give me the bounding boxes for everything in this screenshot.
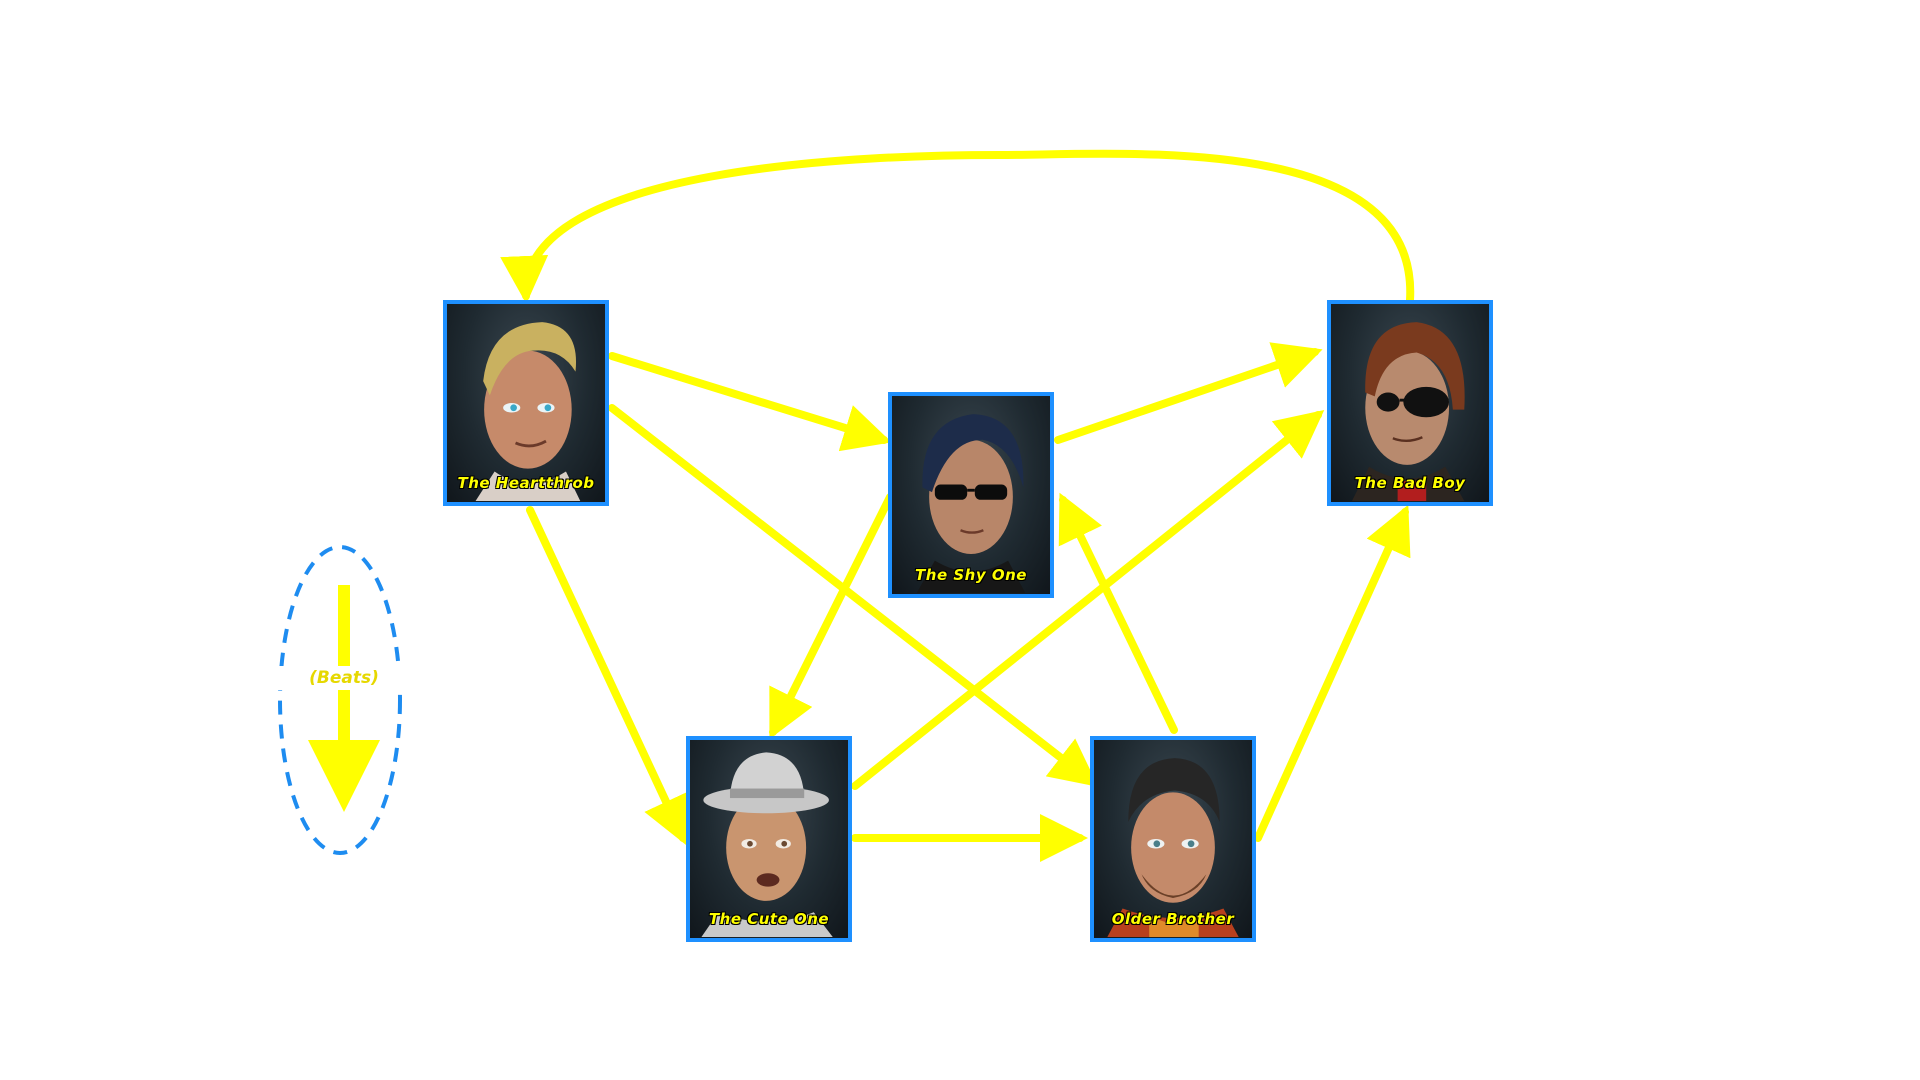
node-label: Older Brother	[1111, 910, 1235, 928]
edge-heartthrob-to-cute	[526, 506, 688, 846]
node-label: The Cute One	[708, 910, 830, 928]
node-label: The Heartthrob	[457, 474, 595, 492]
fedora-young-man-portrait-icon	[701, 752, 833, 938]
bearded-beanie-portrait-icon	[1107, 758, 1239, 938]
legend-label: (Beats)	[274, 666, 414, 690]
edge-heartthrob-to-shy	[608, 352, 892, 452]
node-older[interactable]: Older Brother	[1090, 736, 1256, 942]
node-cute[interactable]: The Cute One	[686, 736, 852, 942]
node-badboy[interactable]: The Bad Boy	[1327, 300, 1493, 506]
legend-ellipse	[278, 545, 402, 855]
edge-cute-to-badboy	[851, 409, 1325, 790]
node-label: The Bad Boy	[1354, 474, 1466, 492]
node-shy[interactable]: The Shy One	[888, 392, 1054, 598]
sunglasses-dark-hair-portrait-icon	[916, 414, 1026, 594]
edge-badboy-to-heartthrob	[500, 149, 1415, 304]
eyepatch-beanie-portrait-icon	[1351, 322, 1465, 502]
node-heartthrob[interactable]: The Heartthrob	[443, 300, 609, 506]
edge-older-to-badboy	[1254, 504, 1411, 842]
edge-heartthrob-to-older	[608, 404, 1099, 787]
edge-older-to-shy	[1058, 492, 1178, 734]
blond-young-man-portrait-icon	[475, 322, 581, 502]
node-label: The Shy One	[915, 566, 1027, 584]
edge-group	[500, 149, 1415, 862]
edge-shy-to-badboy	[1054, 342, 1323, 444]
edge-shy-to-cute	[769, 493, 894, 740]
